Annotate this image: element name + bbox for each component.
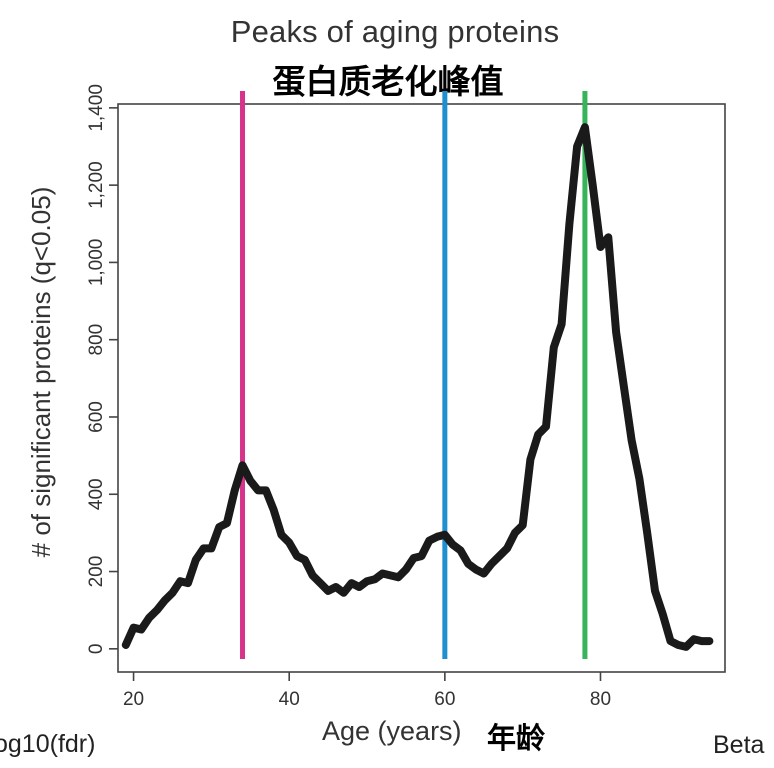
y-tick-label: 1,400	[86, 84, 107, 132]
y-tick-label: 400	[86, 478, 107, 510]
y-tick-label: 200	[86, 556, 107, 588]
y-axis-label: # of significant proteins (q<0.05)	[26, 187, 56, 558]
x-tick-label: 60	[434, 689, 455, 710]
series-group	[121, 123, 714, 651]
x-axis-label: Age (years)	[322, 716, 462, 746]
edge-text-right: Beta	[713, 731, 765, 759]
y-tick-label: 800	[86, 324, 107, 356]
chart-subtitle-zh: 蛋白质老化峰值	[272, 62, 504, 101]
peak-lines	[240, 91, 588, 659]
x-tick-label: 20	[123, 689, 144, 710]
x-axis: 20 40 60 80	[123, 672, 611, 710]
x-tick-label: 80	[590, 689, 611, 710]
y-tick-label: 600	[86, 401, 107, 433]
plot-frame	[117, 103, 726, 673]
chart-title: Peaks of aging proteins	[230, 14, 560, 49]
x-tick-label: 40	[279, 689, 300, 710]
series-line	[121, 123, 714, 651]
y-tick-label: 1,000	[86, 239, 107, 287]
edge-text-left: og10(fdr)	[0, 730, 96, 758]
y-axis: 0 200 400 600 800 1,000 1,200 1,400	[86, 84, 118, 654]
y-tick-label: 1,200	[86, 161, 107, 209]
x-axis-label-zh: 年龄	[487, 721, 546, 755]
y-tick-label: 0	[86, 644, 107, 655]
